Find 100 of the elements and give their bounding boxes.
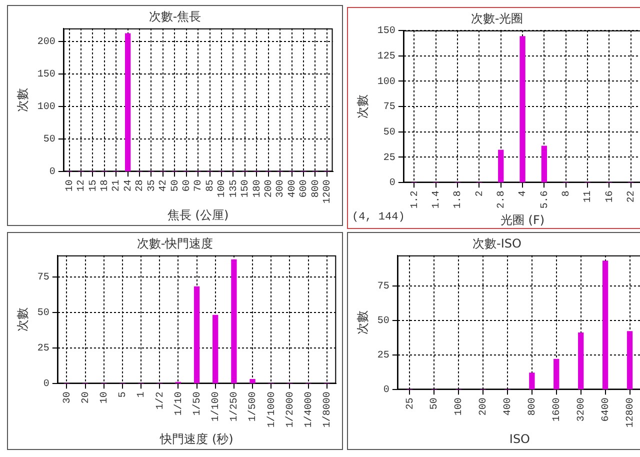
x-tick-label: 1/10 xyxy=(172,392,185,416)
y-tick-label: 25 xyxy=(377,350,390,362)
bar xyxy=(602,260,608,390)
y-axis-title: 次數 xyxy=(15,88,30,112)
bar xyxy=(194,286,200,384)
y-tick-label: 75 xyxy=(377,281,390,292)
x-tick-label: 800 xyxy=(528,398,539,416)
bar xyxy=(541,146,548,182)
y-axis-title: 次數 xyxy=(15,307,30,332)
bar xyxy=(626,331,633,390)
y-tick-label: 0 xyxy=(389,178,396,190)
x-axis-title: 快門速度 (秒) xyxy=(159,432,234,446)
x-tick-label: 15 xyxy=(88,180,100,192)
x-tick-label: 800 xyxy=(310,180,322,198)
x-tick-label: 100 xyxy=(454,398,466,416)
x-tick-label: 1/500 xyxy=(247,392,260,422)
x-tick-label: 11 xyxy=(583,190,594,203)
x-tick-label: 400 xyxy=(503,398,514,416)
x-tick-label: 2.8 xyxy=(496,190,508,209)
x-tick-label: 200 xyxy=(478,398,490,416)
x-tick-label: 1600 xyxy=(552,398,564,422)
x-tick-label: 50 xyxy=(170,180,182,192)
x-tick-label: 21 xyxy=(112,180,123,192)
y-tick-label: 50 xyxy=(383,128,396,139)
x-tick-label: 10 xyxy=(100,392,110,404)
y-tick-label: 50 xyxy=(37,308,50,320)
x-tick-label: 85 xyxy=(205,180,216,192)
x-tick-label: 6400 xyxy=(600,398,612,422)
x-axis-title: 光圈 (F) xyxy=(500,212,545,227)
bar xyxy=(520,36,526,182)
x-tick-label: 135 xyxy=(228,180,240,198)
y-tick-label: 25 xyxy=(37,344,50,355)
x-tick-label: 2 xyxy=(474,190,486,197)
x-tick-label: 24 xyxy=(123,180,134,192)
x-tick-label: 1 xyxy=(136,392,148,398)
x-tick-label: 200 xyxy=(264,180,275,198)
x-tick-label: 400 xyxy=(287,180,298,198)
chart-title: 次數-快門速度 xyxy=(136,236,214,250)
y-tick-label: 50 xyxy=(377,316,390,328)
x-tick-label: 1/50 xyxy=(191,392,204,416)
x-tick-label: 25 xyxy=(405,398,416,410)
y-tick-label: 100 xyxy=(37,102,56,114)
y-tick-label: 150 xyxy=(377,26,396,38)
x-tick-label: 1200 xyxy=(322,180,334,204)
x-tick-label: 16 xyxy=(604,190,616,203)
x-tick-label: 50 xyxy=(430,398,441,410)
x-tick-label: 12800 xyxy=(625,398,636,428)
x-tick-label: 1/2000 xyxy=(284,392,296,428)
y-tick-label: 25 xyxy=(383,152,396,164)
x-tick-label: 30 xyxy=(62,392,74,404)
bar xyxy=(212,314,218,384)
x-tick-label: 20 xyxy=(80,392,92,404)
bar xyxy=(578,332,584,390)
x-tick-label: 180 xyxy=(252,180,264,198)
x-tick-label: 1/4000 xyxy=(302,392,315,428)
x-tick-label: 35 xyxy=(146,180,158,192)
bar xyxy=(231,259,237,384)
y-tick-label: 50 xyxy=(43,134,56,146)
bar xyxy=(529,372,535,390)
y-tick-label: 200 xyxy=(37,37,56,48)
text: (4, 144) xyxy=(352,211,405,224)
bar xyxy=(498,150,504,182)
chart-title: 次數-光圈 xyxy=(470,11,524,26)
x-tick-label: 5.6 xyxy=(540,190,551,209)
chart-title: 次數-焦長 xyxy=(148,9,202,24)
y-tick-label: 0 xyxy=(49,167,56,178)
x-tick-label: 28 xyxy=(135,180,146,192)
x-tick-label: 3200 xyxy=(576,398,588,422)
y-axis-title: 次數 xyxy=(355,310,370,334)
x-tick-label: 1/2 xyxy=(154,392,166,410)
x-tick-label: 10 xyxy=(64,180,76,192)
y-tick-label: 125 xyxy=(377,51,396,62)
x-tick-label: 8 xyxy=(561,190,572,197)
y-tick-label: 0 xyxy=(383,385,390,396)
x-tick-label: 600 xyxy=(299,180,310,198)
x-tick-label: 1/100 xyxy=(210,392,222,422)
x-tick-label: 4 xyxy=(518,190,530,197)
x-tick-label: 42 xyxy=(158,180,170,192)
x-tick-label: 1.4 xyxy=(432,190,443,209)
x-tick-label: 22 xyxy=(626,190,638,203)
x-tick-label: 150 xyxy=(240,180,252,198)
y-axis-title: 次數 xyxy=(355,94,370,118)
y-tick-label: 100 xyxy=(377,76,396,88)
x-tick-label: 12 xyxy=(76,180,88,192)
x-tick-label: 1/1000 xyxy=(266,392,278,428)
x-tick-label: 60 xyxy=(182,180,194,192)
x-tick-label: 1.8 xyxy=(453,190,464,209)
x-tick-label: 100 xyxy=(217,180,228,198)
y-tick-label: 0 xyxy=(43,379,50,390)
x-axis-title: 焦長 (公厘) xyxy=(167,208,229,222)
y-tick-label: 75 xyxy=(37,272,50,284)
y-tick-label: 150 xyxy=(37,70,56,81)
bar xyxy=(554,358,560,390)
chart-title: 次數-ISO xyxy=(472,236,522,250)
x-tick-label: 1.2 xyxy=(410,190,421,209)
x-tick-label: 300 xyxy=(276,180,287,198)
x-tick-label: 1/8000 xyxy=(322,392,334,428)
bar xyxy=(250,378,256,384)
x-axis-title: ISO xyxy=(509,432,530,446)
x-tick-label: 18 xyxy=(100,180,112,192)
